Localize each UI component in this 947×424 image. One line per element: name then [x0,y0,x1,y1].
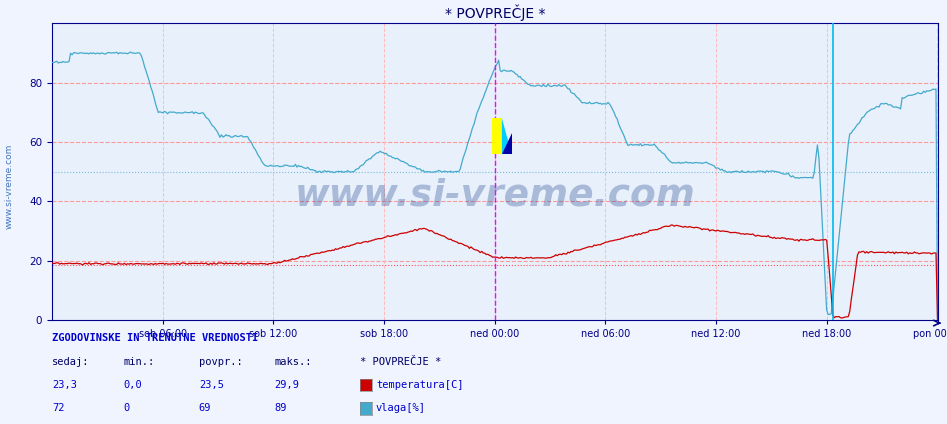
Text: povpr.:: povpr.: [199,357,242,367]
Text: sedaj:: sedaj: [52,357,90,367]
Text: www.si-vreme.com: www.si-vreme.com [295,178,695,213]
Text: 89: 89 [275,403,287,413]
Text: 23,3: 23,3 [52,380,77,390]
Text: vlaga[%]: vlaga[%] [376,403,426,413]
Polygon shape [502,133,511,154]
Text: www.si-vreme.com: www.si-vreme.com [5,144,14,229]
Text: 0: 0 [123,403,130,413]
Text: 0,0: 0,0 [123,380,142,390]
Text: maks.:: maks.: [275,357,313,367]
Polygon shape [502,118,511,154]
Text: * POVPREČJE *: * POVPREČJE * [360,357,441,367]
Text: 29,9: 29,9 [275,380,299,390]
Polygon shape [492,118,502,154]
Title: * POVPREČJE *: * POVPREČJE * [444,4,545,21]
Text: temperatura[C]: temperatura[C] [376,380,463,390]
Text: 23,5: 23,5 [199,380,223,390]
Text: ZGODOVINSKE IN TRENUTNE VREDNOSTI: ZGODOVINSKE IN TRENUTNE VREDNOSTI [52,333,259,343]
Text: 72: 72 [52,403,64,413]
Text: 69: 69 [199,403,211,413]
Text: min.:: min.: [123,357,154,367]
